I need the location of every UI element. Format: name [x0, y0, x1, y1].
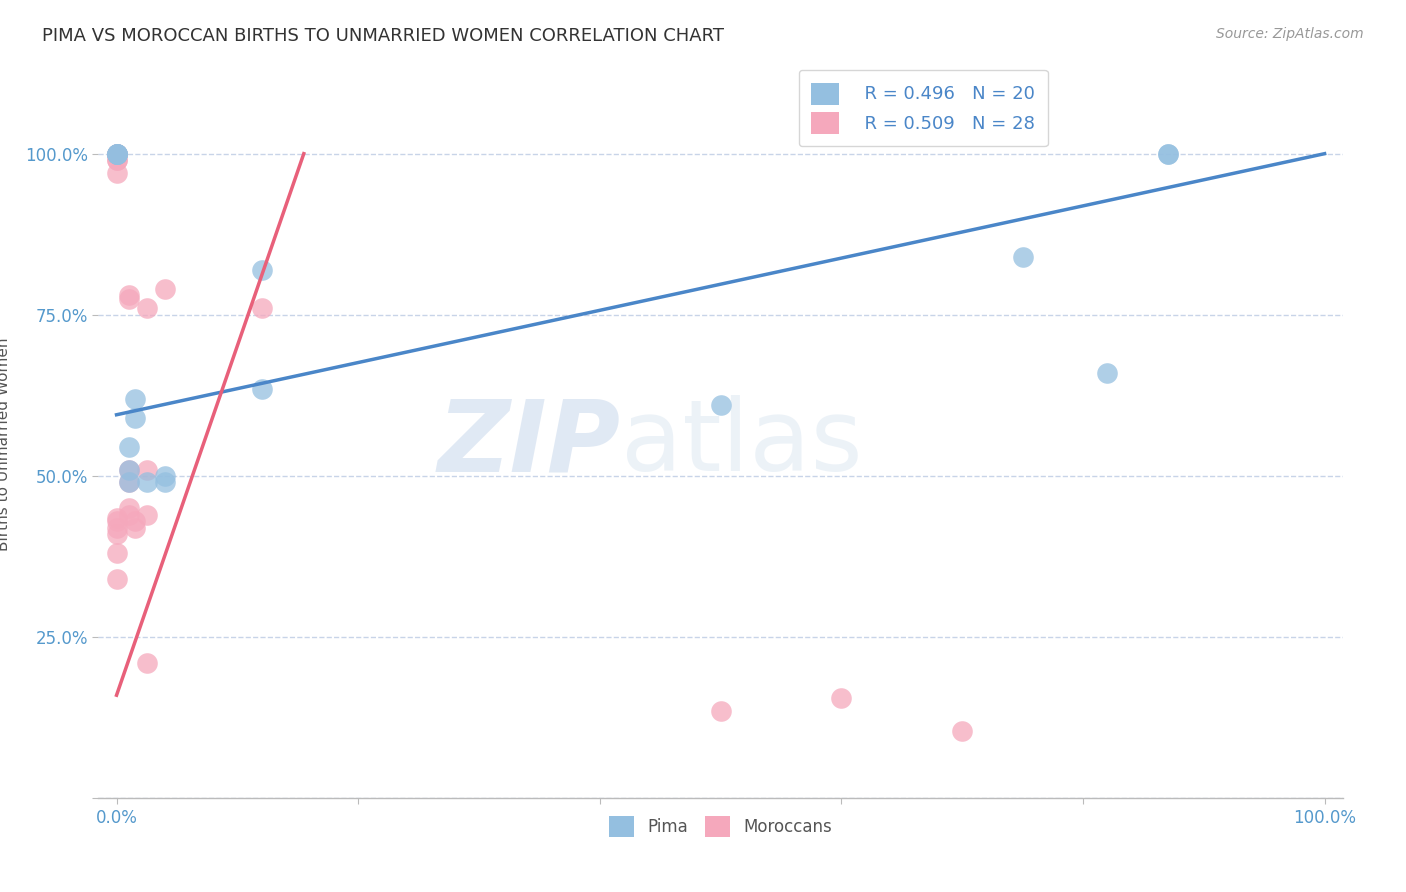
Point [1095, 366, 1118, 380]
Y-axis label: Births to Unmarried Women: Births to Unmarried Women [0, 337, 11, 550]
Point [105, 146, 128, 161]
Point [117, 292, 139, 306]
Point [105, 146, 128, 161]
Point [153, 475, 176, 490]
Point [105, 146, 128, 161]
Text: PIMA VS MOROCCAN BIRTHS TO UNMARRIED WOMEN CORRELATION CHART: PIMA VS MOROCCAN BIRTHS TO UNMARRIED WOM… [42, 27, 724, 45]
Point [117, 462, 139, 476]
Point [117, 440, 139, 454]
Point [135, 508, 157, 522]
Point [105, 146, 128, 161]
Text: atlas: atlas [621, 395, 863, 492]
Point [124, 392, 146, 406]
Point [105, 166, 128, 180]
Point [105, 153, 128, 167]
Point [710, 704, 733, 718]
Point [135, 656, 157, 670]
Point [105, 546, 128, 560]
Text: ZIP: ZIP [439, 395, 621, 492]
Point [117, 501, 139, 516]
Point [135, 301, 157, 316]
Point [105, 514, 128, 528]
Point [250, 301, 273, 316]
Point [250, 262, 273, 277]
Point [117, 288, 139, 302]
Point [250, 382, 273, 396]
Point [135, 462, 157, 476]
Point [105, 146, 128, 161]
Point [124, 520, 146, 534]
Point [153, 282, 176, 296]
Point [1156, 146, 1178, 161]
Point [153, 469, 176, 483]
Point [105, 572, 128, 586]
Point [105, 146, 128, 161]
Point [105, 146, 128, 161]
Point [950, 723, 973, 738]
Point [124, 411, 146, 425]
Point [1156, 146, 1178, 161]
Point [117, 462, 139, 476]
Point [105, 511, 128, 525]
Point [105, 520, 128, 534]
Point [105, 153, 128, 167]
Point [117, 475, 139, 490]
Point [1011, 250, 1033, 264]
Point [117, 475, 139, 490]
Point [105, 527, 128, 541]
Legend: Pima, Moroccans: Pima, Moroccans [603, 810, 838, 843]
Point [117, 508, 139, 522]
Point [830, 691, 852, 706]
Point [124, 514, 146, 528]
Point [135, 475, 157, 490]
Point [710, 398, 733, 412]
Text: Source: ZipAtlas.com: Source: ZipAtlas.com [1216, 27, 1364, 41]
